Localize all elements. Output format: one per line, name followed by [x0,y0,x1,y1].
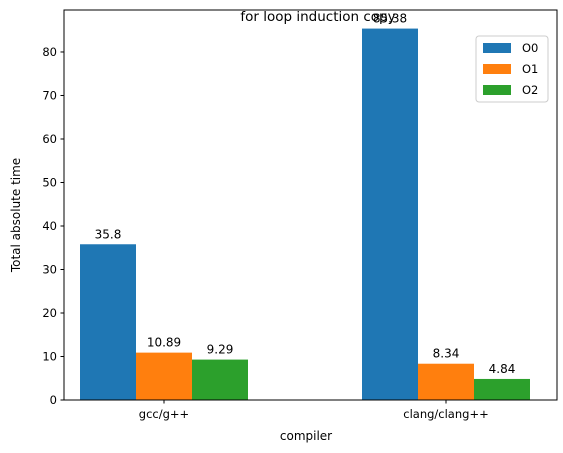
y-tick-label: 10 [42,349,57,363]
bar-value-label: 8.34 [433,347,460,361]
legend-label-o0: O0 [522,41,538,55]
y-tick-label: 70 [42,88,57,102]
legend-label-o1: O1 [522,62,538,76]
legend-swatch-o2 [483,85,511,95]
x-axis-label: compiler [280,429,332,443]
legend-swatch-o0 [483,43,511,53]
y-tick-label: 60 [42,132,57,146]
chart-title: for loop induction copy [240,9,395,25]
bar-value-label: 85.38 [373,12,407,26]
bar-o0-gcc [80,244,136,400]
x-tick-label: gcc/g++ [139,407,189,421]
bar-o2-gcc [192,359,248,400]
y-tick-label: 30 [42,262,57,276]
bar-o1-clang [418,363,474,400]
x-tick-label: clang/clang++ [403,407,488,421]
bar-o1-gcc [136,352,192,400]
bar-value-label: 9.29 [207,343,234,357]
y-tick-label: 20 [42,306,57,320]
y-axis-label: Total absolute time [9,158,23,273]
legend: O0 O1 O2 [475,35,549,103]
y-tick-label: 80 [42,45,57,59]
legend-swatch-o1 [483,64,511,74]
legend-label-o2: O2 [522,83,538,97]
bar-value-label: 10.89 [147,336,181,350]
y-tick-label: 50 [42,175,57,189]
bar-o2-clang [474,378,530,400]
bar-o0-clang [362,28,418,401]
bar-value-labels: 35.8 10.89 9.29 85.38 8.34 4.84 [95,12,516,376]
y-axis-ticks: 0 10 20 30 40 50 60 70 80 [42,45,64,407]
bar-value-label: 35.8 [95,227,122,241]
x-axis-ticks: gcc/g++ clang/clang++ [139,400,489,421]
plot-frame [63,9,558,401]
y-tick-label: 0 [50,393,57,407]
y-tick-label: 40 [42,219,57,233]
bars [80,28,530,401]
bar-value-label: 4.84 [489,362,516,376]
